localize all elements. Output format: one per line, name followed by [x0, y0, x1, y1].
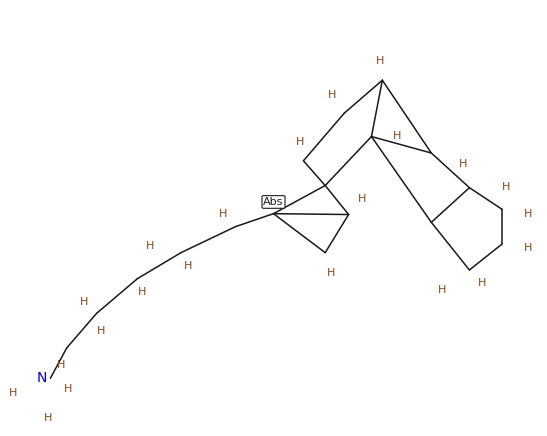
Text: H: H [327, 268, 335, 278]
Text: H: H [358, 194, 366, 204]
Text: H: H [43, 413, 52, 423]
Text: H: H [57, 360, 66, 370]
Text: H: H [375, 55, 384, 65]
Text: H: H [524, 243, 532, 253]
Text: N: N [37, 371, 48, 385]
Text: H: H [97, 326, 105, 336]
Text: H: H [438, 285, 446, 295]
Text: H: H [393, 131, 401, 141]
Text: H: H [478, 278, 486, 288]
Text: H: H [146, 241, 154, 251]
Text: H: H [80, 297, 89, 307]
Text: H: H [502, 182, 510, 192]
Text: H: H [64, 384, 72, 394]
Text: H: H [458, 159, 467, 169]
Text: Abs: Abs [263, 197, 284, 207]
Text: H: H [184, 261, 192, 271]
Text: H: H [9, 388, 18, 399]
Text: H: H [328, 89, 336, 99]
Text: H: H [295, 136, 304, 146]
Text: H: H [524, 209, 532, 219]
Text: H: H [219, 209, 227, 219]
Text: H: H [137, 286, 146, 296]
